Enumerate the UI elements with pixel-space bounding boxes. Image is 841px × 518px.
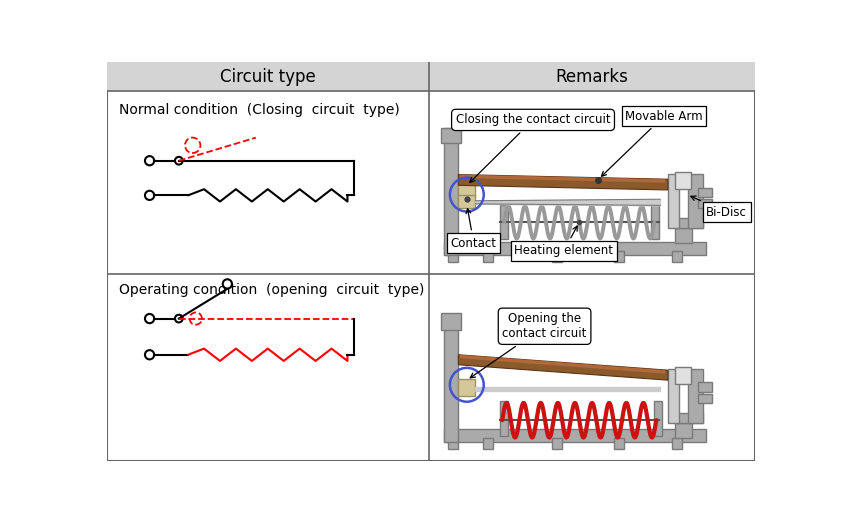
Text: Circuit type: Circuit type [220,68,316,86]
Bar [698,382,711,392]
Text: Remarks: Remarks [556,68,628,86]
Circle shape [223,279,232,289]
Bar [500,205,508,239]
Bar [442,313,462,330]
Bar [108,62,755,91]
Circle shape [145,191,154,200]
Bar [651,205,659,239]
Circle shape [145,156,154,165]
Circle shape [145,314,154,323]
Text: Opening the
contact circuit: Opening the contact circuit [470,312,587,378]
Polygon shape [458,355,668,380]
Bar [675,423,692,438]
Bar [672,251,682,262]
Bar [458,181,475,197]
Bar [458,379,475,396]
Bar [668,369,679,423]
Text: Operating condition  (opening  circuit  type): Operating condition (opening circuit typ… [119,283,424,297]
Bar [448,438,458,450]
Bar [675,172,691,189]
Text: Bi-Disc: Bi-Disc [690,196,747,219]
Circle shape [175,157,182,165]
Bar [445,429,706,442]
Text: Normal condition  (Closing  circuit  type): Normal condition (Closing circuit type) [119,103,399,117]
Bar [614,251,624,262]
Bar [668,174,679,228]
Bar [675,413,703,423]
Bar [675,219,703,228]
Circle shape [175,315,182,322]
Bar [445,315,458,442]
Bar [698,394,711,404]
Bar [458,195,475,208]
Bar [442,127,462,143]
Bar [698,188,711,197]
Bar [675,367,691,384]
Bar [445,127,458,255]
Text: Heating element: Heating element [515,226,613,257]
Bar [698,199,711,208]
Bar [483,251,493,262]
Bar [688,369,703,423]
Bar [675,228,692,243]
Text: Closing the contact circuit: Closing the contact circuit [456,113,611,182]
Text: Movable Arm: Movable Arm [601,110,703,176]
Bar [553,251,563,262]
Bar [688,174,703,228]
Polygon shape [458,175,668,190]
Circle shape [145,350,154,359]
Bar [448,251,458,262]
Text: Contact: Contact [451,209,497,250]
Bar [614,438,624,450]
Bar [654,401,662,436]
Bar [553,438,563,450]
Bar [500,401,508,436]
Bar [672,438,682,450]
Bar [483,438,493,450]
Bar [445,242,706,255]
